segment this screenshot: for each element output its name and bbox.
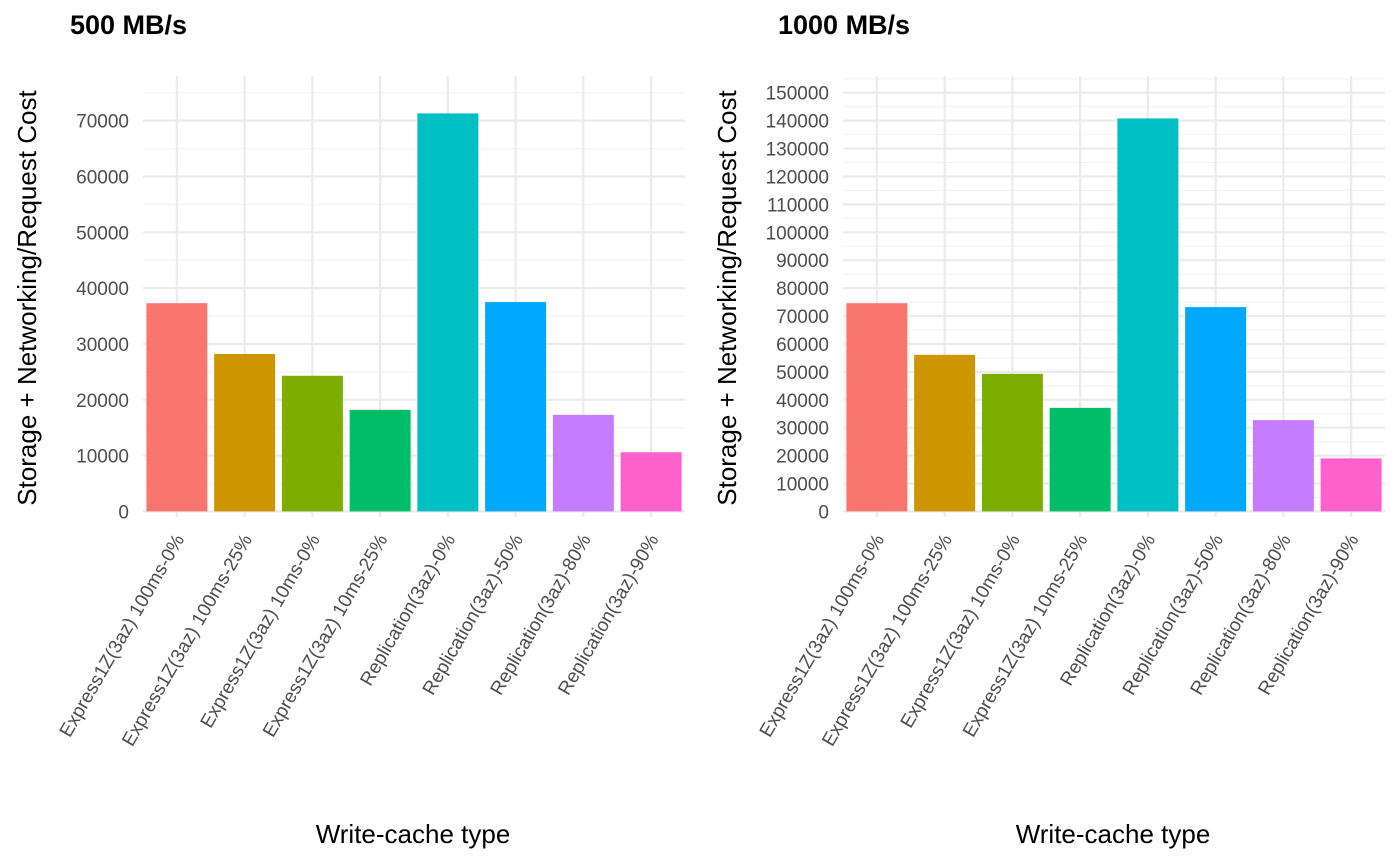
- y-tick-label: 70000: [76, 112, 129, 133]
- y-tick-label: 80000: [776, 279, 829, 300]
- y-tick-label: 120000: [766, 167, 829, 188]
- bar: [214, 353, 276, 512]
- bar: [914, 354, 976, 512]
- x-tick-label: Express1Z(3az) 100ms-25%: [118, 531, 257, 750]
- bar: [552, 414, 614, 512]
- y-tick-label: 0: [818, 502, 829, 523]
- bar: [1320, 458, 1382, 512]
- y-tick-label: 50000: [776, 363, 829, 384]
- bar: [1117, 118, 1179, 512]
- x-axis-label: Write-cache type: [1016, 819, 1211, 849]
- y-tick-label: 30000: [76, 335, 129, 356]
- x-tick-label: Express1Z(3az) 10ms-0%: [897, 531, 1025, 732]
- x-tick-label: Express1Z(3az) 100ms-25%: [818, 531, 957, 750]
- y-tick-label: 60000: [76, 167, 129, 188]
- y-tick-label: 50000: [76, 223, 129, 244]
- y-tick-label: 40000: [76, 279, 129, 300]
- y-tick-label: 10000: [76, 447, 129, 468]
- y-tick-label: 40000: [776, 391, 829, 412]
- y-tick-labels: 0 10000 20000 30000 40000 50000 60000 70000: [76, 112, 129, 524]
- bar: [846, 303, 908, 512]
- y-tick-label: 70000: [776, 307, 829, 328]
- x-tick-label: Express1Z(3az) 10ms-25%: [259, 531, 392, 741]
- y-tick-label: 10000: [776, 475, 829, 496]
- bar: [349, 409, 411, 512]
- y-tick-label: 30000: [776, 419, 829, 440]
- y-axis-label: Storage + Networking/Request Cost: [712, 89, 742, 505]
- x-tick-label: Express1Z(3az) 100ms-0%: [56, 531, 189, 741]
- y-tick-label: 0: [118, 502, 129, 523]
- x-tick-label: Express1Z(3az) 10ms-25%: [959, 531, 1092, 741]
- bar: [417, 113, 479, 512]
- chart-title: 500 MB/s: [70, 10, 187, 40]
- x-tick-labels: Express1Z(3az) 100ms-0%Express1Z(3az) 10…: [56, 531, 664, 750]
- y-tick-label: 110000: [767, 195, 829, 216]
- y-axis-label: Storage + Networking/Request Cost: [12, 89, 42, 505]
- chart-title: 1000 MB/s: [778, 10, 910, 40]
- x-tick-labels: Express1Z(3az) 100ms-0%Express1Z(3az) 10…: [756, 531, 1364, 750]
- y-tick-labels: 0 10000 20000 30000 40000 50000 60000 70000 8000…: [766, 84, 829, 524]
- bar: [1049, 407, 1111, 512]
- y-tick-label: 20000: [776, 447, 829, 468]
- y-tick-label: 60000: [776, 335, 829, 356]
- bars-layer: [146, 113, 682, 512]
- x-tick-label: Express1Z(3az) 100ms-0%: [756, 531, 889, 741]
- y-tick-label: 150000: [766, 84, 829, 105]
- chart-panel-500mbs: 500 MB/s Storage + Networking/Request Co…: [12, 10, 685, 849]
- bar: [146, 303, 208, 512]
- y-tick-label: 90000: [776, 251, 829, 272]
- x-tick-label: Express1Z(3az) 10ms-0%: [197, 531, 325, 732]
- bar: [281, 375, 343, 512]
- bars-layer: [846, 118, 1382, 512]
- y-tick-label: 100000: [766, 223, 829, 244]
- bar: [981, 373, 1043, 512]
- bar: [620, 452, 682, 512]
- bar: [1252, 420, 1314, 512]
- bar: [485, 302, 547, 512]
- bar: [1185, 307, 1247, 512]
- y-tick-label: 130000: [766, 140, 829, 161]
- y-tick-label: 20000: [76, 391, 129, 412]
- y-tick-label: 140000: [766, 112, 829, 133]
- x-axis-label: Write-cache type: [316, 819, 511, 849]
- chart-panel-1000mbs: 1000 MB/s Storage + Networking/Request C…: [712, 10, 1385, 849]
